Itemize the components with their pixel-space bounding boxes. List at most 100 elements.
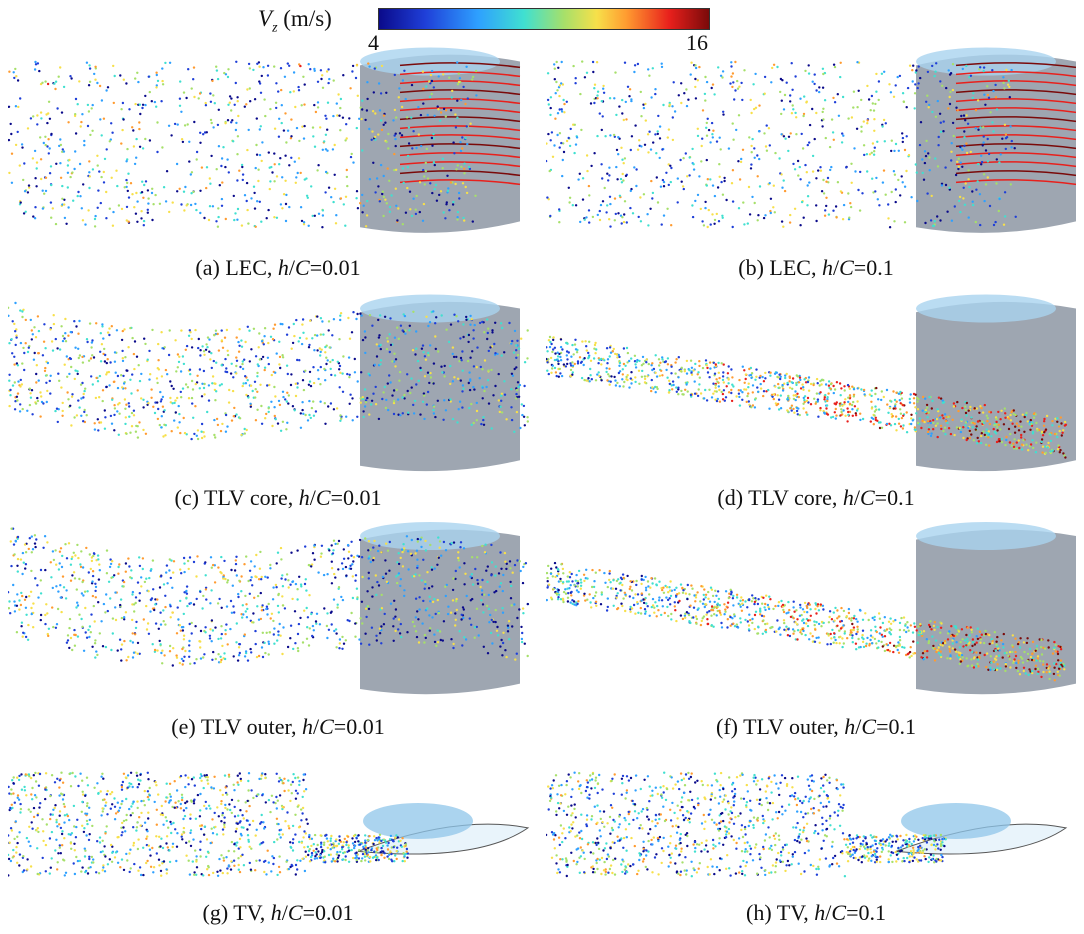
particle — [887, 217, 890, 220]
particle — [912, 392, 916, 396]
particle — [124, 416, 128, 419]
particle — [898, 74, 902, 78]
particle — [840, 410, 843, 414]
particle — [569, 362, 572, 365]
particle — [767, 388, 770, 392]
particle — [289, 137, 293, 140]
particle — [979, 223, 982, 227]
particle — [453, 152, 456, 155]
particle — [412, 403, 415, 407]
hydrofoil-body — [360, 529, 520, 695]
particle — [513, 367, 516, 371]
particle — [717, 66, 720, 69]
colorbar-subscript: z — [272, 20, 278, 36]
particle — [443, 399, 446, 402]
particle — [112, 101, 116, 105]
particle — [271, 424, 274, 428]
particle — [967, 178, 970, 181]
particle — [35, 538, 38, 541]
particle — [461, 350, 464, 353]
particle — [131, 193, 134, 196]
particle — [229, 372, 233, 375]
caption-value: =0.1 — [874, 485, 915, 510]
particle — [95, 322, 98, 325]
particle — [113, 404, 116, 407]
particle — [354, 574, 358, 577]
particle — [442, 540, 446, 544]
particle — [377, 318, 380, 322]
particle — [638, 359, 641, 363]
particle — [96, 206, 99, 209]
particle — [677, 393, 680, 396]
particle — [786, 409, 789, 412]
particle — [388, 179, 391, 182]
particle — [591, 60, 595, 64]
particle — [650, 179, 653, 183]
particle — [349, 567, 353, 570]
particle — [368, 643, 371, 646]
particle — [284, 578, 287, 581]
particle — [558, 352, 561, 356]
particle — [205, 186, 208, 190]
particle — [80, 617, 83, 621]
particle — [793, 207, 797, 210]
particle — [336, 603, 339, 606]
particle — [425, 147, 428, 151]
particle — [696, 394, 700, 398]
particle — [628, 95, 631, 98]
particle — [660, 223, 663, 226]
particle — [169, 576, 172, 580]
particle — [605, 347, 609, 350]
particle — [433, 567, 436, 570]
particle — [223, 71, 226, 75]
particle — [634, 380, 637, 384]
particle — [861, 417, 865, 421]
particle — [313, 103, 316, 107]
particle — [518, 560, 521, 563]
particle — [133, 610, 136, 613]
particle — [264, 575, 267, 578]
particle — [136, 641, 140, 645]
particle — [435, 316, 438, 319]
particle — [490, 543, 493, 547]
particle — [267, 341, 270, 345]
particle — [107, 580, 111, 583]
particle — [556, 133, 559, 137]
particle — [789, 94, 792, 97]
particle — [899, 402, 902, 405]
particle — [393, 152, 396, 156]
particle — [33, 542, 37, 545]
particle — [455, 315, 458, 318]
particle — [554, 371, 558, 374]
particle — [44, 622, 47, 626]
particle — [406, 550, 410, 553]
particle — [581, 60, 584, 63]
particle — [331, 334, 334, 337]
particle — [746, 222, 749, 225]
particle — [792, 162, 795, 166]
particle — [37, 329, 41, 333]
particle — [554, 92, 557, 95]
particle — [551, 364, 554, 367]
particle — [600, 363, 603, 366]
particle — [76, 194, 79, 198]
particle — [480, 599, 483, 602]
particle — [432, 408, 435, 412]
particle — [436, 598, 439, 602]
particle — [50, 216, 53, 219]
particle — [683, 92, 686, 95]
particle — [208, 350, 211, 353]
particle — [176, 606, 179, 609]
particle — [14, 343, 17, 347]
particle — [105, 190, 108, 194]
particle — [1051, 424, 1054, 427]
particle — [986, 85, 989, 88]
particle — [714, 386, 717, 389]
particle — [254, 388, 257, 391]
particle — [410, 83, 414, 87]
caption-ratio-c: C — [315, 485, 331, 510]
particle — [235, 359, 239, 362]
particle — [74, 97, 78, 101]
particle — [569, 127, 572, 131]
particle — [428, 321, 432, 324]
